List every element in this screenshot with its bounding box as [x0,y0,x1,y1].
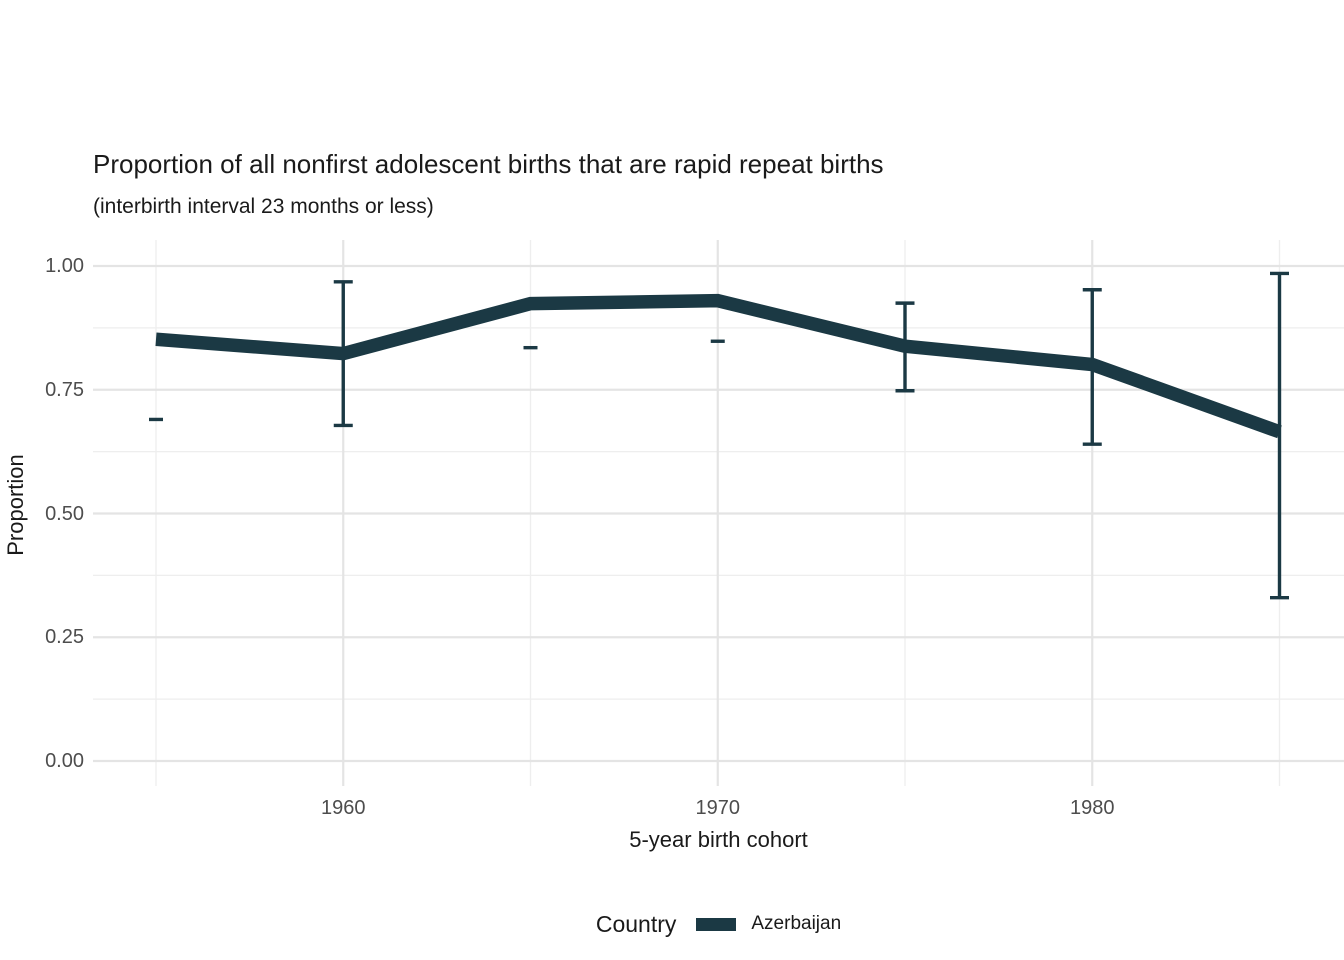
y-tick-label: 0.00 [45,750,84,772]
x-axis-title: 5-year birth cohort [629,827,808,852]
legend-title: Country [595,910,677,937]
y-tick-label: 0.25 [45,626,84,649]
y-tick-label: 0.75 [45,378,84,401]
x-tick-label: 1960 [321,797,366,819]
series-line-azerbaijan [155,293,1282,439]
legend-entry-label: Azerbaijan [751,913,842,934]
x-tick-label: 1980 [1070,797,1115,819]
x-tick-label: 1970 [695,797,741,819]
y-tick-label: 0.50 [45,502,84,525]
legend-key-line [696,917,737,931]
legend: Country Azerbaijan [93,904,1344,944]
chart-title: Proportion of all nonfirst adolescent bi… [93,149,884,179]
y-tick-label: 1.00 [45,255,84,277]
chart-subtitle: (interbirth interval 23 months or less) [93,195,434,218]
